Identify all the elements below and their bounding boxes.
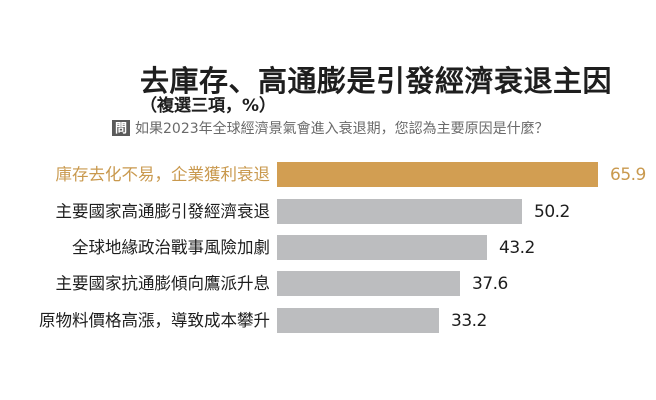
bar — [277, 308, 439, 333]
survey-question: 問 如果2023年全球經濟景氣會進入衰退期，您認為主要原因是什麼？ — [112, 118, 549, 138]
bar-row: 主要國家高通膨引發經濟衰退 50.2 — [0, 199, 656, 224]
bar — [277, 162, 598, 187]
bar-label: 主要國家抗通膨傾向鷹派升息 — [55, 274, 271, 293]
chart-subtitle: （複選三項，%） — [140, 96, 277, 116]
question-text: 如果2023年全球經濟景氣會進入衰退期，您認為主要原因是什麼？ — [135, 121, 549, 137]
bar-label: 庫存去化不易，企業獲利衰退 — [55, 165, 271, 184]
bar — [277, 235, 487, 260]
bar-value-label: 50.2 — [534, 202, 570, 222]
bar-value-label: 33.2 — [451, 311, 487, 331]
bar-row: 庫存去化不易，企業獲利衰退 65.9 — [0, 162, 656, 187]
bar-value-label: 65.9 — [610, 165, 646, 185]
bar — [277, 199, 522, 224]
bar — [277, 271, 460, 296]
bar-value-label: 43.2 — [499, 238, 535, 258]
bar-label: 全球地緣政治戰事風險加劇 — [72, 238, 270, 257]
bar-value-label: 37.6 — [472, 274, 508, 294]
bar-row: 主要國家抗通膨傾向鷹派升息 37.6 — [0, 271, 656, 296]
bar-row: 全球地緣政治戰事風險加劇 43.2 — [0, 235, 656, 260]
question-badge-icon: 問 — [112, 120, 131, 136]
chart-title: 去庫存、高通膨是引發經濟衰退主因 — [140, 64, 613, 98]
bar-row: 原物料價格高漲，導致成本攀升 33.2 — [0, 308, 656, 333]
bar-label: 主要國家高通膨引發經濟衰退 — [55, 202, 271, 221]
bar-label: 原物料價格高漲，導致成本攀升 — [39, 311, 270, 330]
